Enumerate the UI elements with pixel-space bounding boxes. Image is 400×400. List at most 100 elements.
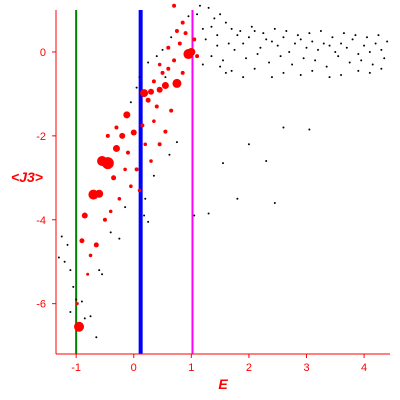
x-tick-label-2: 1 — [188, 362, 194, 374]
scatter-point-s1-99 — [83, 317, 86, 320]
scatter-point-s1-18 — [311, 40, 314, 43]
scatter-point-s1-61 — [273, 27, 276, 30]
scatter-point-s1-37 — [268, 61, 271, 64]
scatter-point-s0-33 — [163, 129, 168, 134]
scatter-point-s1-9 — [259, 46, 262, 49]
scatter-point-s1-81 — [168, 153, 171, 156]
scatter-point-s1-52 — [368, 71, 371, 74]
scatter-point-s1-89 — [118, 237, 121, 240]
scatter-point-s1-68 — [354, 34, 357, 37]
vertical-lines — [75, 10, 194, 354]
scatter-point-s1-73 — [247, 143, 250, 146]
scatter-point-s1-1 — [213, 17, 216, 20]
scatter-point-s1-6 — [242, 42, 245, 45]
scatter-point-s1-84 — [143, 214, 146, 217]
scatter-point-s0-5 — [119, 132, 126, 139]
scatter-point-s1-100 — [95, 336, 98, 339]
scatter-point-s0-8 — [140, 89, 149, 98]
scatter-point-s0-7 — [130, 129, 137, 136]
scatter-point-s1-49 — [282, 71, 285, 74]
scatter-point-s1-105 — [170, 36, 173, 39]
scatter-point-s0-21 — [125, 150, 130, 155]
scatter-point-s0-10 — [156, 86, 163, 93]
scatter-point-s0-20 — [111, 175, 117, 181]
scatter-point-s1-112 — [138, 76, 141, 79]
scatter-point-s1-39 — [291, 63, 294, 66]
scatter-point-s1-120 — [270, 76, 273, 79]
scatter-point-s1-40 — [302, 57, 305, 60]
scatter-point-s1-95 — [72, 285, 75, 288]
scatter-point-s1-98 — [80, 300, 83, 303]
scatter-point-s0-37 — [137, 188, 142, 193]
scatter-point-s1-87 — [101, 273, 104, 276]
y-tick-label-3: -6 — [36, 299, 46, 311]
x-tick-label-3: 2 — [246, 362, 252, 374]
scatter-point-s1-104 — [161, 48, 164, 51]
scatter-point-s1-21 — [328, 44, 331, 47]
scatter-point-s1-14 — [288, 50, 291, 53]
scatter-point-s1-47 — [383, 57, 386, 60]
scatter-point-s1-119 — [242, 76, 245, 79]
scatter-point-s0-43 — [75, 302, 79, 306]
scatter-point-s0-51 — [157, 62, 162, 67]
scatter-point-s1-7 — [247, 36, 250, 39]
scatter-point-s1-115 — [210, 25, 213, 28]
scatter-point-s1-3 — [224, 21, 227, 24]
scatter-point-s1-118 — [230, 69, 233, 72]
scatter-point-s0-38 — [129, 184, 133, 188]
scatter-point-s0-40 — [108, 209, 113, 214]
scatter-point-s1-59 — [250, 25, 253, 28]
scatter-point-s0-54 — [123, 167, 127, 172]
scatter-point-s1-70 — [377, 34, 380, 37]
scatter-point-s1-77 — [222, 162, 224, 165]
scatter-point-s1-0 — [207, 6, 210, 9]
scatter-point-s1-80 — [175, 141, 178, 144]
scatter-point-s1-60 — [262, 32, 265, 35]
y-ticks: 0 -2 -4 -6 — [36, 47, 56, 311]
scatter-point-s1-31 — [386, 40, 389, 43]
x-tick-label-4: 3 — [303, 362, 309, 374]
scatter-point-s1-88 — [109, 231, 112, 234]
scatter-point-s1-38 — [279, 55, 282, 58]
scatter-point-s1-41 — [314, 59, 317, 62]
scatter-point-s1-91 — [75, 298, 78, 301]
scatter-point-s0-26 — [151, 79, 156, 84]
scatter-point-s0-49 — [195, 54, 200, 59]
scatter-point-s1-19 — [317, 48, 320, 51]
scatter-point-s1-79 — [207, 212, 210, 215]
scatter-point-s1-62 — [285, 29, 288, 32]
scatter-point-s0-28 — [166, 66, 171, 71]
scatter-point-s0-48 — [192, 37, 197, 42]
scatter-point-s1-13 — [282, 36, 285, 39]
scatter-point-s0-25 — [154, 104, 159, 109]
scatter-point-s1-24 — [345, 46, 348, 49]
scatter-point-s1-54 — [201, 63, 204, 66]
scatter-point-s0-41 — [88, 253, 93, 258]
scatter-point-s0-27 — [160, 70, 165, 75]
scatter-point-s1-114 — [129, 101, 132, 104]
scatter-point-s1-117 — [219, 65, 222, 68]
scatter-point-s1-28 — [368, 50, 371, 53]
scatter-point-s1-57 — [227, 42, 230, 45]
scatter-point-s1-67 — [342, 32, 345, 35]
scatter-point-s1-69 — [365, 36, 368, 39]
scatter-point-s1-35 — [245, 57, 248, 60]
scatter-point-s1-42 — [325, 65, 328, 68]
scatter-point-s1-34 — [233, 48, 236, 51]
y-tick-label-0: 0 — [40, 47, 46, 59]
scatter-point-s1-20 — [322, 42, 325, 45]
x-tick-label-1: 0 — [131, 362, 137, 374]
scatter-point-s1-116 — [216, 44, 219, 47]
scatter-point-s1-110 — [155, 55, 158, 58]
scatter-point-s0-36 — [143, 142, 148, 147]
scatter-point-s1-30 — [380, 48, 383, 51]
scatter-point-s1-36 — [256, 53, 259, 56]
scatter-point-s1-63 — [296, 34, 299, 37]
scatter-point-s1-4 — [230, 27, 233, 30]
scatter-point-s1-71 — [282, 126, 285, 129]
scatter-point-s1-97 — [60, 235, 63, 238]
scatter-point-s1-43 — [337, 55, 340, 58]
scatter-point-s0-19 — [102, 217, 107, 222]
scatter-point-s1-101 — [89, 315, 92, 318]
